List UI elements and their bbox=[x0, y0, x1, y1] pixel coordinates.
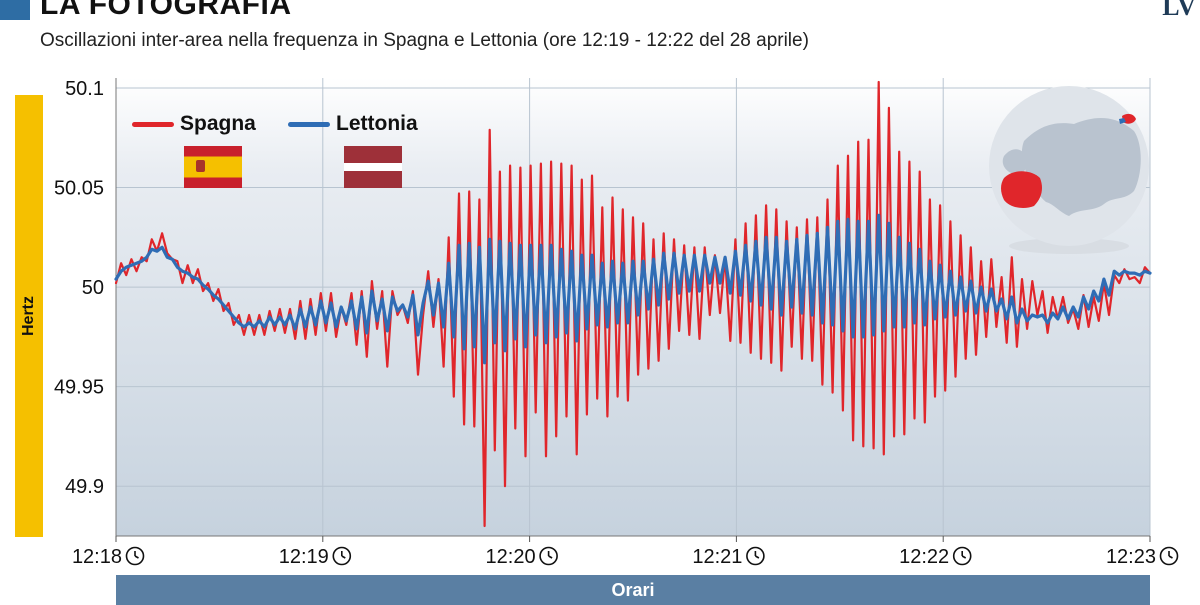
clock-icon bbox=[952, 546, 972, 566]
europe-globe-icon bbox=[989, 86, 1149, 254]
y-tick-label: 50.1 bbox=[65, 78, 104, 100]
headline: LA FOTOGRAFIA bbox=[40, 0, 292, 21]
legend-label-spagna: Spagna bbox=[180, 112, 256, 135]
x-tick-label: 12:20 bbox=[486, 546, 536, 568]
y-tick-label: 49.95 bbox=[54, 377, 104, 399]
x-axis-title: Orari bbox=[116, 575, 1150, 605]
y-tick-label: 50 bbox=[82, 277, 104, 299]
y-axis-ticks: 49.9 49.95 50 50.05 50.1 bbox=[54, 78, 104, 498]
legend-item-spagna: Spagna bbox=[132, 112, 256, 136]
subtitle: Oscillazioni inter-area nella frequenza … bbox=[40, 30, 809, 51]
y-tick-label: 50.05 bbox=[54, 178, 104, 200]
x-tick-label: 12:19 bbox=[279, 546, 329, 568]
x-tick-label: 12:18 bbox=[72, 546, 122, 568]
legend-swatch-lettonia bbox=[288, 121, 330, 127]
clock-icon bbox=[746, 546, 765, 566]
brand-square bbox=[0, 0, 30, 20]
legend-swatch-spagna bbox=[132, 121, 174, 127]
publisher-logo: LV bbox=[1162, 0, 1196, 21]
y-axis-title: Hertz bbox=[20, 295, 37, 337]
series-line-lettonia bbox=[114, 213, 1152, 365]
legend-item-lettonia: Lettonia bbox=[288, 112, 418, 136]
x-tick-label: 12:23 bbox=[1106, 546, 1156, 568]
clock-icon bbox=[539, 546, 558, 566]
x-axis-ticks: 12:18 12:19 12:20 12:21 12:22 12:23 bbox=[72, 536, 1179, 568]
clock-icon bbox=[332, 546, 352, 566]
y-tick-label: 49.9 bbox=[65, 476, 104, 498]
clock-icon bbox=[125, 546, 145, 566]
y-axis-title-bar bbox=[15, 95, 43, 537]
series-lines bbox=[114, 80, 1152, 528]
legend-label-lettonia: Lettonia bbox=[336, 112, 418, 135]
latvia-flag-icon bbox=[344, 146, 402, 188]
spain-flag-icon bbox=[184, 146, 242, 188]
x-tick-label: 12:22 bbox=[899, 546, 949, 568]
x-tick-label: 12:21 bbox=[692, 546, 742, 568]
clock-icon bbox=[1159, 546, 1179, 566]
grid bbox=[115, 78, 1151, 537]
